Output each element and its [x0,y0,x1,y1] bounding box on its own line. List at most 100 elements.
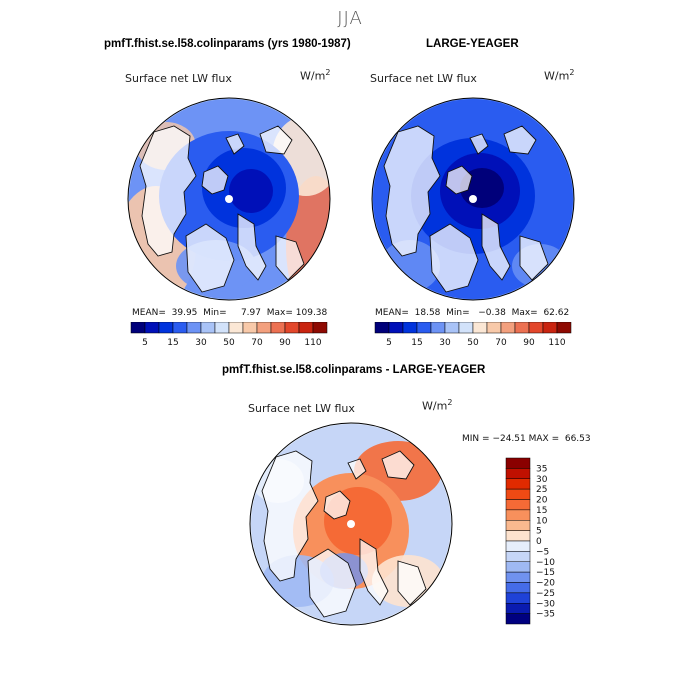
panel2-colorbar-tick-label: 110 [548,338,565,348]
panel3-colorbar-swatch [505,468,531,479]
panel1-land [139,125,305,293]
panel2-colorbar-swatch [402,322,418,334]
panel3-colorbar-tick-label: 35 [536,464,547,474]
panel1-units: W/m2 [300,68,331,83]
panel1-colorbar-swatch [158,322,174,334]
panel3-pole-marker [347,520,355,528]
panel1-coastline [139,125,197,257]
panel3-coastline [307,548,357,618]
panel3-colorbar-tick-label: 30 [536,475,548,485]
panel3-colorbar-swatch [505,540,531,552]
panel2-map-title: Surface net LW flux [370,72,477,85]
panel2-min-value: −0.38 [478,308,506,318]
panel1-pole-marker [225,195,233,203]
panel1-colorbar-tick-label: 30 [195,338,207,348]
panel1-stats: MEAN= 39.95 Min= 7.97 Max= 109.38 [132,308,327,318]
panel2-min-label: Min= [446,308,470,318]
panel1-colorbar-tick-label: 50 [223,338,235,348]
panel2-colorbar-swatch [430,322,446,334]
panel2-colorbar-swatch [458,322,474,334]
panel1-colorbar-swatch [284,322,300,334]
panel3-colorbar-tick-label: −30 [536,599,555,609]
panel3-colorbar-tick-label: 25 [536,485,547,495]
panel2-colorbar-swatch [444,322,460,334]
panel3-colorbar-swatch [505,457,531,469]
panel3-map-border [249,422,453,626]
panel3-units: W/m2 [422,398,453,413]
panel2-coastline [469,133,489,155]
panel1-coastline [275,235,305,281]
panel3-colorbar-tick-label: −25 [536,589,555,599]
panel3-coastline [323,490,351,520]
panel1-mean-label: MEAN= [132,308,166,318]
panel3-colorbar-tick-label: 5 [536,527,542,537]
panel2-coastline [519,235,549,281]
panel3-coastline [261,450,319,582]
panel3-colorbar-tick-label: −5 [536,547,549,557]
panel3-colorbar-tick-label: 0 [536,537,542,547]
panel3-colorbar-tick-label: −35 [536,610,555,620]
panel2-colorbar-swatch [514,322,530,334]
panel3-min-label: MIN = [462,434,490,444]
panel3-colorbar-tick-label: −15 [536,568,555,578]
panel1-title: pmfT.fhist.se.l58.colinparams (yrs 1980-… [104,38,351,50]
panel1-colorbar-tick-label: 70 [251,338,263,348]
panel2-stats: MEAN= 18.58 Min= −0.38 Max= 62.62 [375,308,569,318]
panel3-colorbar-swatch [505,592,531,604]
panel2-coastline [481,213,511,281]
panel3-land [261,450,427,618]
panel3-polar-map [249,422,453,626]
panel2-colorbar-tick-label: 70 [495,338,507,348]
panel3-colorbar-tick-label: −20 [536,579,555,589]
panel2-land [383,125,549,293]
panel2-map-border [371,97,575,301]
panel1-colorbar-tick-label: 5 [142,338,148,348]
panel2-units: W/m2 [544,68,575,83]
panel2-colorbar-swatch [486,322,502,334]
panel2-colorbar-tick-label: 5 [386,338,392,348]
panel1-colorbar-tick-label: 90 [279,338,291,348]
panel3-colorbar-swatch [505,613,531,625]
panel3-colorbar-swatch [505,551,531,562]
panel1-coastline [185,223,235,293]
panel1-min-label: Min= [203,308,227,318]
panel1-max-label: Max= [266,308,293,318]
panel2-polar-map [371,97,575,301]
panel1-map-border [127,97,331,301]
panel1-colorbar-swatch [200,322,216,334]
panel3-coastline [381,450,415,480]
panel3-colorbar-swatch [505,561,531,573]
panel2-coastline [429,223,479,293]
panel1-field-blob [229,169,273,213]
panel1-colorbar-swatch [130,322,146,334]
panel1-coastline [201,165,229,195]
panel2-mean-value: 18.58 [414,308,441,318]
panel2-pole-marker [469,195,477,203]
diff-title: pmfT.fhist.se.l58.colinparams - LARGE-YE… [222,364,486,376]
panel1-coastline [259,125,293,155]
panel3-colorbar-swatch [505,520,531,531]
panel3-max-label: MAX = [528,434,560,444]
panel3-colorbar-swatch [505,530,531,542]
panel3-colorbar-swatch [505,488,531,500]
panel3-colorbar-swatch [505,571,531,583]
panel2-colorbar: 51530507090110130 [374,322,572,348]
panel1-colorbar-swatch [298,322,314,334]
panel3-colorbar-tick-label: 20 [536,496,548,506]
panel2-colorbar-tick-label: 50 [467,338,479,348]
panel3-colorbar-swatch [505,603,531,614]
panel3-colorbar-tick-label: 10 [536,516,548,526]
panel3-coastline [347,458,367,480]
panel1-colorbar-swatch [228,322,244,334]
panel1-colorbar-swatch [312,322,328,334]
panel1-colorbar-swatch [242,322,258,334]
panel1-mean-value: 39.95 [171,308,198,318]
panel2-colorbar-swatch [528,322,544,334]
panel3-colorbar-swatch [505,499,531,511]
panel3-colorbar-tick-label: −10 [536,558,555,568]
panel1-coastline [237,213,267,281]
panel1-colorbar-swatch [144,322,160,334]
panel1-max-value: 109.38 [295,308,328,318]
panel3-map-title: Surface net LW flux [248,402,355,415]
